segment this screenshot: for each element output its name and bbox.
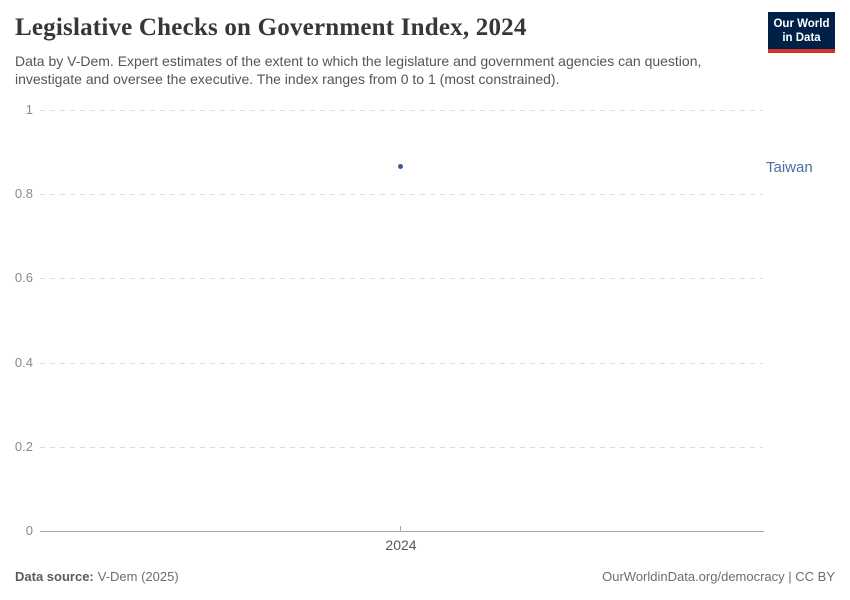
y-axis-tick-label: 0.6 xyxy=(14,270,33,285)
owid-logo-line2: in Data xyxy=(782,31,821,44)
chart-subtitle-line2: investigate and oversee the executive. T… xyxy=(15,71,560,87)
x-axis-tick-label: 2024 xyxy=(385,537,417,553)
chart-subtitle-line1: Data by V-Dem. Expert estimates of the e… xyxy=(15,53,702,69)
footer-license-link[interactable]: OurWorldinData.org/democracy | CC BY xyxy=(602,569,835,584)
y-axis-tick-label: 0.8 xyxy=(14,186,33,201)
x-axis-tick-mark xyxy=(400,526,401,531)
gridline xyxy=(40,194,763,195)
data-source-label: Data source: xyxy=(15,569,94,584)
y-axis-tick-label: 0 xyxy=(25,523,33,538)
y-axis-tick-label: 0.2 xyxy=(14,439,33,454)
data-point-taiwan[interactable] xyxy=(398,164,403,169)
data-source-value: V-Dem (2025) xyxy=(97,569,179,584)
gridline xyxy=(40,110,763,111)
gridline xyxy=(40,363,763,364)
y-axis-tick-label: 1 xyxy=(25,102,33,117)
chart-subtitle: Data by V-Dem. Expert estimates of the e… xyxy=(15,52,701,88)
footer-data-source: Data source: V-Dem (2025) xyxy=(15,569,179,584)
x-axis-line xyxy=(40,531,764,532)
gridline xyxy=(40,447,763,448)
owid-logo[interactable]: Our World in Data xyxy=(768,12,835,53)
entity-label-taiwan[interactable]: Taiwan xyxy=(766,159,813,176)
owid-logo-line1: Our World xyxy=(773,17,830,30)
chart-title: Legislative Checks on Government Index, … xyxy=(15,14,527,41)
gridline xyxy=(40,278,763,279)
y-axis-tick-label: 0.4 xyxy=(14,355,33,370)
